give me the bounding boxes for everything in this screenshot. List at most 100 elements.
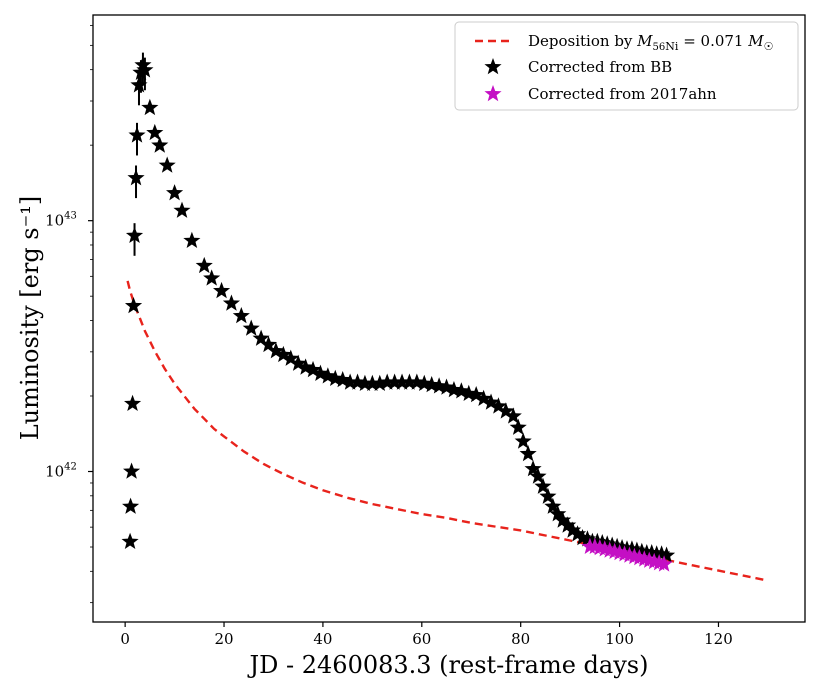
x-tick-label: 60 [412, 630, 431, 648]
legend-ahn-star [484, 85, 502, 102]
bb-point [534, 477, 552, 494]
bb-point [127, 169, 145, 186]
bb-point [489, 397, 507, 414]
bb-point [334, 370, 352, 388]
bb-point [554, 511, 572, 528]
y-tick-label: 1043 [45, 211, 77, 230]
legend-bb-swatch [484, 58, 502, 75]
x-tick-label: 120 [704, 630, 733, 648]
bb-point [222, 294, 240, 311]
bb-point [304, 360, 322, 378]
bb-point [559, 516, 577, 533]
y-tick-label: 1042 [45, 462, 77, 481]
legend-model-element: Ni [665, 40, 679, 53]
bb-point [289, 354, 307, 371]
legend-model-m-symbol: M [636, 32, 653, 50]
legend-model-prefix: Deposition by [528, 32, 637, 50]
legend-bb-star [484, 58, 502, 75]
bb-point [524, 460, 542, 477]
x-tick-label: 0 [120, 630, 130, 648]
bb-point [544, 497, 562, 514]
bb-point [183, 231, 201, 249]
bb-point [132, 63, 150, 80]
x-tick-label: 80 [511, 630, 530, 648]
bb-point [242, 319, 260, 336]
bb-point [378, 373, 396, 390]
bb-point [509, 418, 527, 435]
bb-point [282, 349, 300, 366]
legend-bb-label: Corrected from BB [528, 58, 672, 76]
bb-point [252, 329, 270, 346]
bb-point [569, 525, 587, 542]
bb-point [274, 345, 292, 363]
bb-point [195, 256, 213, 274]
legend-model-sun-symbol: ☉ [764, 40, 774, 53]
legend-ahn-swatch [484, 85, 502, 102]
x-tick-label: 100 [605, 630, 634, 648]
bb-point [136, 61, 154, 78]
bb-point [130, 76, 148, 93]
legend-model-label: Deposition by M56Ni = 0.071 M☉ [528, 32, 773, 53]
bb-point [128, 126, 146, 143]
x-tick-label: 20 [214, 630, 233, 648]
bb-point [311, 364, 329, 381]
bb-point [267, 342, 285, 359]
ahn-points-layer [581, 537, 673, 572]
bb-point [467, 386, 485, 403]
bb-point [475, 389, 493, 407]
bb-point [122, 497, 140, 514]
ahn-point [655, 555, 673, 572]
bb-point [158, 156, 176, 173]
bb-point [519, 444, 537, 462]
bb-point [356, 374, 374, 391]
bb-point [146, 123, 164, 141]
bb-point [259, 335, 278, 353]
bb-point [549, 505, 567, 522]
bb-point [123, 462, 141, 479]
y-axis: 1042 1043 [45, 25, 93, 604]
bb-point [213, 281, 231, 299]
bb-point [400, 373, 418, 390]
bb-point [125, 226, 144, 244]
y-axis-label: Luminosity [erg s⁻¹] [16, 196, 44, 441]
bb-point [134, 56, 152, 73]
bb-point [141, 98, 159, 116]
bb-point [386, 373, 404, 390]
bb-point [497, 402, 515, 419]
bb-point [124, 296, 143, 314]
bb-point [341, 373, 359, 390]
bb-point [173, 201, 191, 218]
bb-points-layer [121, 56, 676, 563]
bb-point [539, 487, 557, 504]
bb-point [203, 269, 221, 286]
bb-point [232, 306, 250, 324]
legend-model-m-sun: M [747, 32, 764, 50]
bb-point [319, 367, 337, 384]
legend-ahn-label: Corrected from 2017ahn [528, 85, 717, 103]
legend-model-mass-number: 56 [653, 42, 666, 53]
bb-point [121, 532, 139, 550]
bb-point [371, 374, 389, 391]
bb-point [166, 184, 184, 201]
x-axis: 0 20 40 60 80 100 120 [120, 622, 733, 648]
bb-point [363, 374, 381, 391]
bb-point [658, 546, 676, 563]
bb-point [151, 136, 169, 153]
x-tick-label: 40 [313, 630, 332, 648]
bb-point [514, 432, 532, 449]
legend-model-value: = 0.071 [678, 32, 748, 50]
bb-point [578, 530, 596, 547]
x-axis-label: JD - 2460083.3 (rest-frame days) [247, 651, 649, 679]
bb-point [124, 394, 142, 412]
bb-point [504, 407, 522, 424]
plot-area [92, 14, 806, 623]
bb-point [529, 467, 547, 484]
bb-point [297, 358, 315, 375]
legend: Deposition by M56Ni = 0.071 M☉ Corrected… [454, 21, 799, 111]
bb-point [482, 393, 500, 410]
legend-box [454, 21, 799, 111]
bb-point [437, 378, 456, 395]
bb-point [564, 521, 582, 538]
bb-point [393, 373, 411, 390]
